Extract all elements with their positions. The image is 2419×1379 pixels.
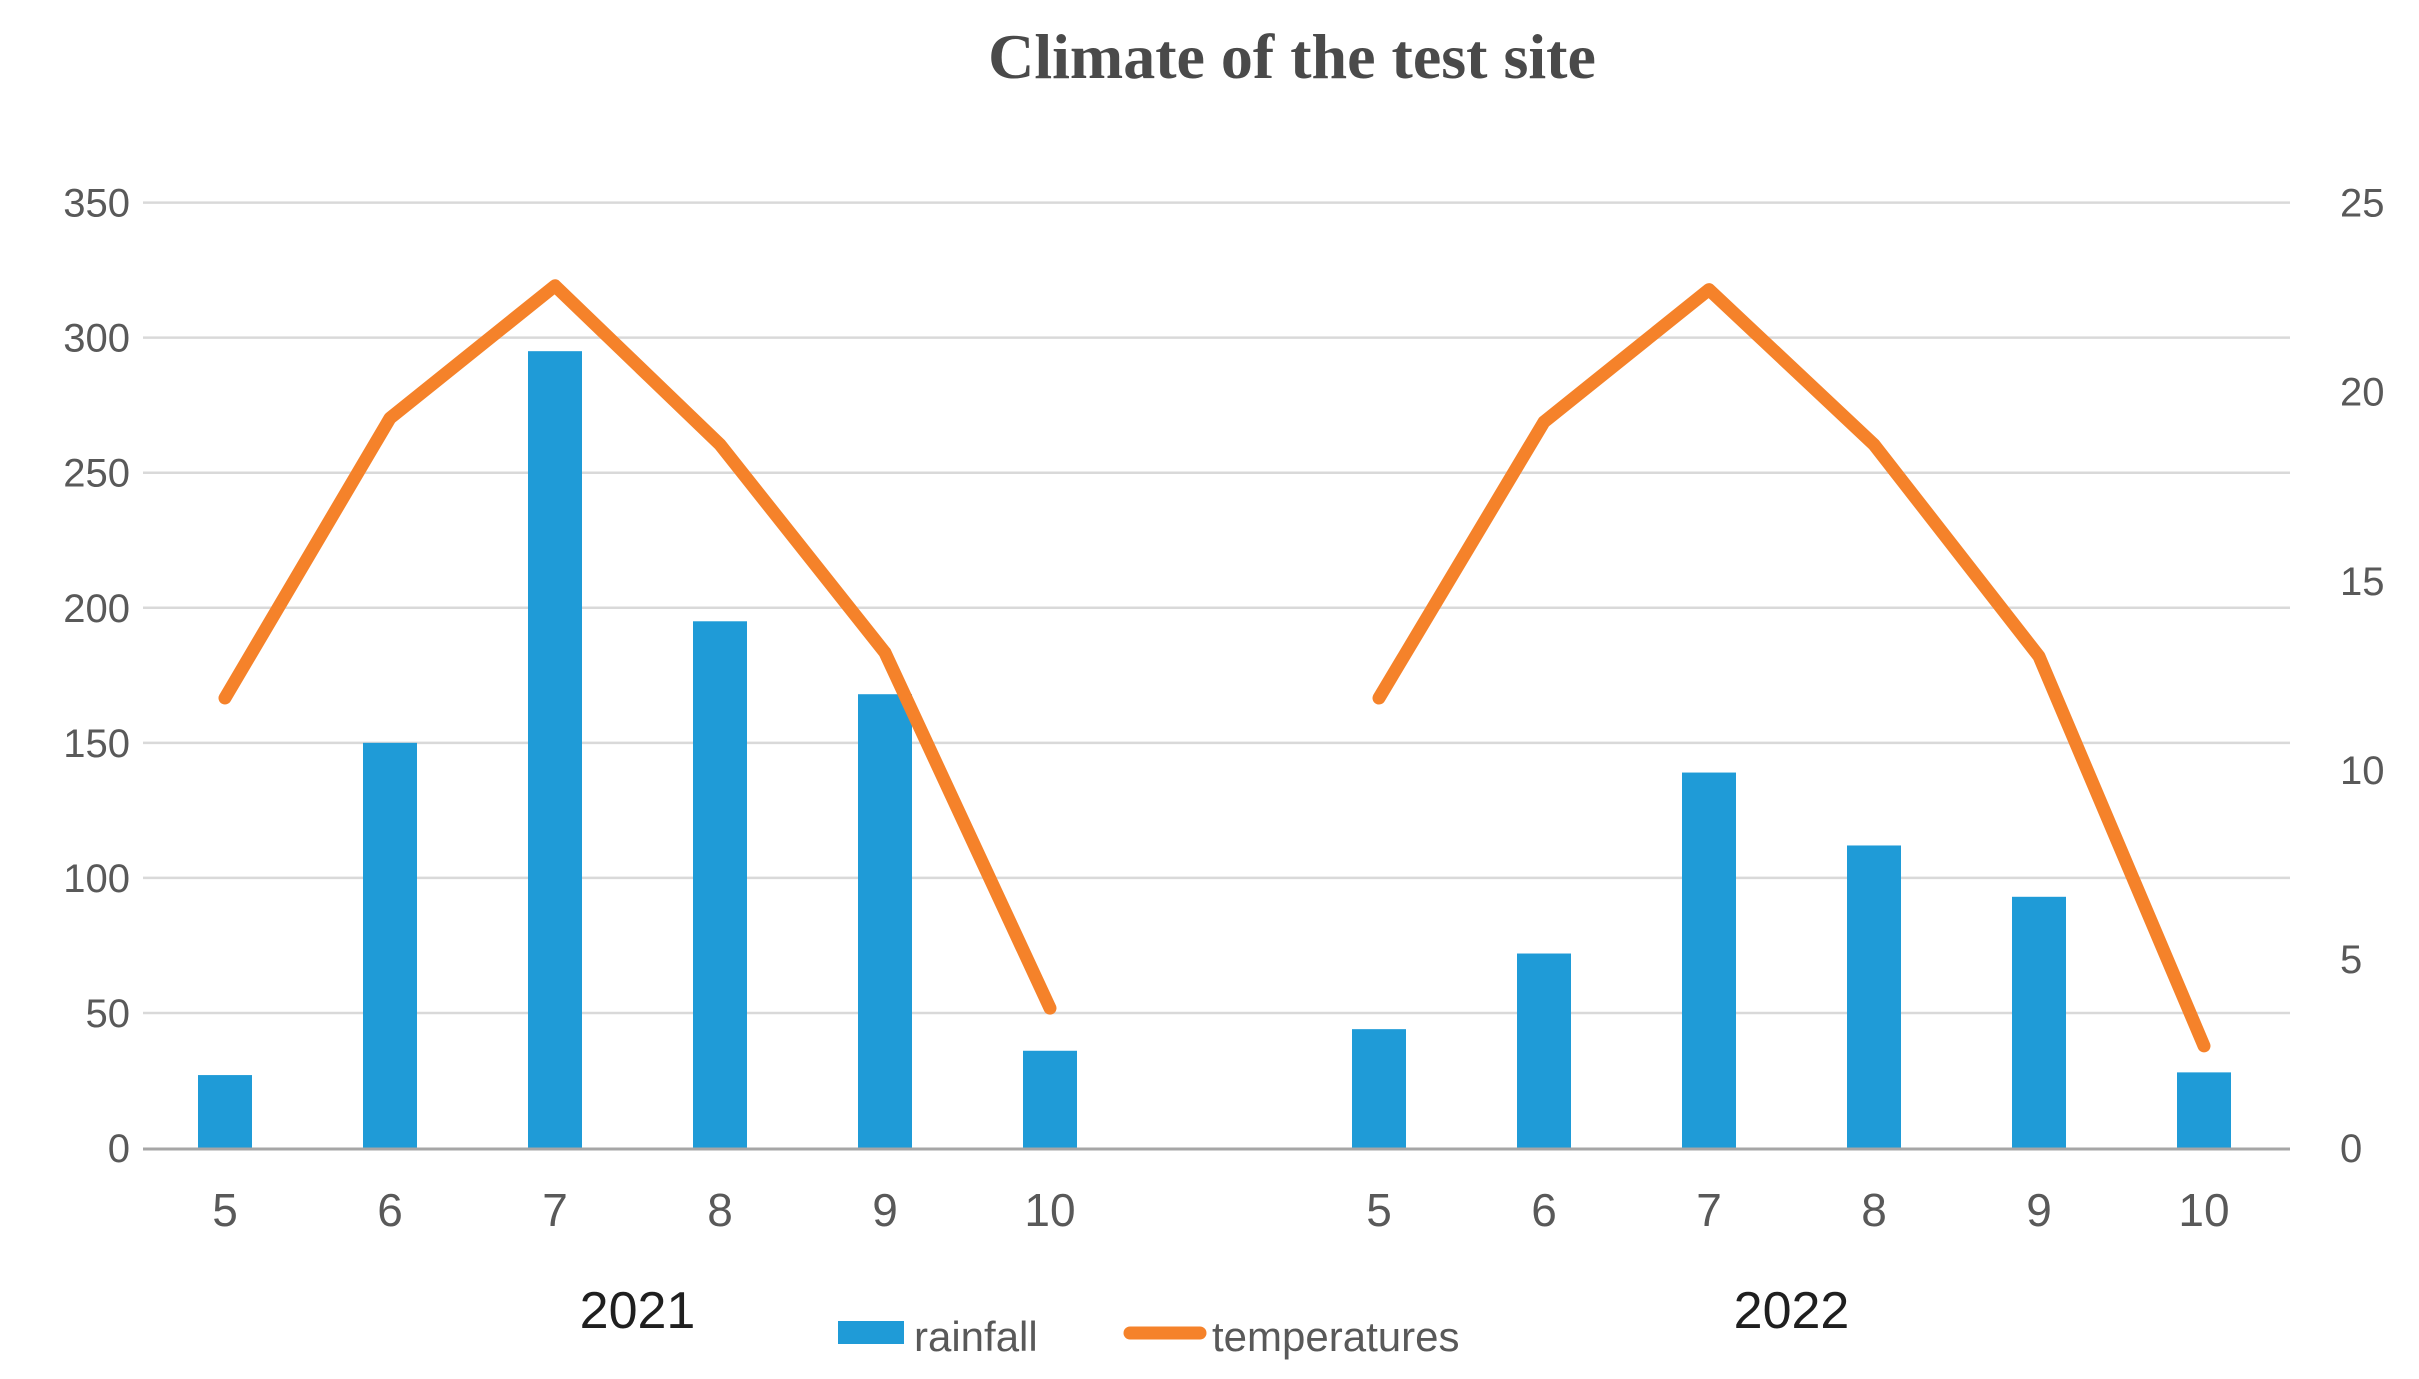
rainfall-bar-2021-m10 bbox=[1023, 1050, 1077, 1149]
chart-title: Climate of the test site bbox=[988, 21, 1596, 92]
left-axis-tick-100: 100 bbox=[63, 857, 130, 901]
month-tick-2021-10: 10 bbox=[1024, 1184, 1075, 1236]
month-tick-2022-7: 7 bbox=[1696, 1184, 1722, 1236]
rainfall-bar-2021-m6 bbox=[363, 742, 417, 1149]
left-axis-tick-0: 0 bbox=[108, 1127, 130, 1171]
right-axis-tick-25: 25 bbox=[2340, 182, 2385, 226]
rainfall-bar-2021-m8 bbox=[693, 621, 747, 1149]
rainfall-bars-layer bbox=[198, 351, 2231, 1149]
month-tick-2022-9: 9 bbox=[2026, 1184, 2052, 1236]
temperatures-legend-label: temperatures bbox=[1212, 1313, 1459, 1360]
month-tick-2022-6: 6 bbox=[1531, 1184, 1557, 1236]
month-tick-2021-9: 9 bbox=[872, 1184, 898, 1236]
axis-labels-layer: 0 50 100 150 200 250 300 350 0 5 10 15 20 25 5 6 7 8 9 10 20… bbox=[63, 182, 2384, 1340]
left-axis-tick-150: 150 bbox=[63, 722, 130, 766]
rainfall-bar-2022-m10 bbox=[2177, 1072, 2231, 1149]
right-axis-tick-5: 5 bbox=[2340, 938, 2362, 982]
month-tick-2022-5: 5 bbox=[1366, 1184, 1392, 1236]
month-tick-2021-7: 7 bbox=[542, 1184, 568, 1236]
right-axis-tick-15: 15 bbox=[2340, 560, 2385, 604]
rainfall-bar-2021-m7 bbox=[528, 351, 582, 1149]
rainfall-bar-2022-m9 bbox=[2012, 896, 2066, 1149]
month-tick-2022-10: 10 bbox=[2178, 1184, 2229, 1236]
month-tick-2021-6: 6 bbox=[377, 1184, 403, 1236]
left-axis-tick-200: 200 bbox=[63, 587, 130, 631]
rainfall-legend-label: rainfall bbox=[914, 1313, 1038, 1360]
month-tick-2021-8: 8 bbox=[707, 1184, 733, 1236]
temperature-line-2021 bbox=[218, 279, 1057, 1015]
legend: rainfall temperatures bbox=[838, 1313, 1459, 1360]
gridlines-layer bbox=[143, 201, 2290, 1015]
left-axis-tick-350: 350 bbox=[63, 182, 130, 226]
rainfall-legend-swatch bbox=[838, 1321, 904, 1344]
left-axis-tick-300: 300 bbox=[63, 317, 130, 361]
temperature-line-2022 bbox=[1372, 283, 2211, 1053]
right-axis-tick-10: 10 bbox=[2340, 749, 2385, 793]
rainfall-bar-2022-m8 bbox=[1847, 845, 1901, 1149]
month-tick-2022-8: 8 bbox=[1861, 1184, 1887, 1236]
month-tick-2021-5: 5 bbox=[212, 1184, 238, 1236]
left-axis-tick-50: 50 bbox=[86, 992, 131, 1036]
left-axis-tick-250: 250 bbox=[63, 452, 130, 496]
rainfall-bar-2021-m5 bbox=[198, 1075, 252, 1149]
right-axis-tick-0: 0 bbox=[2340, 1127, 2362, 1171]
year-label-2021: 2021 bbox=[580, 1282, 696, 1340]
year-label-2022: 2022 bbox=[1734, 1282, 1850, 1340]
rainfall-bar-2022-m5 bbox=[1352, 1029, 1406, 1149]
rainfall-bar-2022-m6 bbox=[1517, 953, 1571, 1149]
right-axis-tick-20: 20 bbox=[2340, 371, 2385, 415]
rainfall-bar-2022-m7 bbox=[1682, 772, 1736, 1149]
rainfall-bar-2021-m9 bbox=[858, 694, 912, 1149]
temperature-lines-layer bbox=[218, 279, 2211, 1053]
